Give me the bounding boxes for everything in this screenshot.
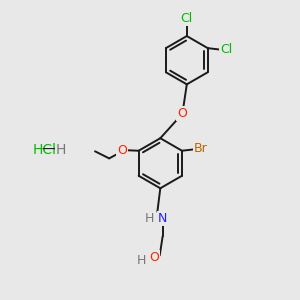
Text: O: O [117,144,127,157]
Text: O: O [149,251,159,264]
Text: O: O [178,107,187,120]
Text: N: N [158,212,167,225]
Text: H: H [144,212,154,225]
Text: —: — [41,143,55,157]
Text: Br: Br [194,142,208,155]
Text: H: H [137,254,146,267]
Text: Cl: Cl [220,43,232,56]
Text: HCl: HCl [32,143,56,157]
Text: Cl: Cl [181,13,193,26]
Text: H: H [56,143,66,157]
